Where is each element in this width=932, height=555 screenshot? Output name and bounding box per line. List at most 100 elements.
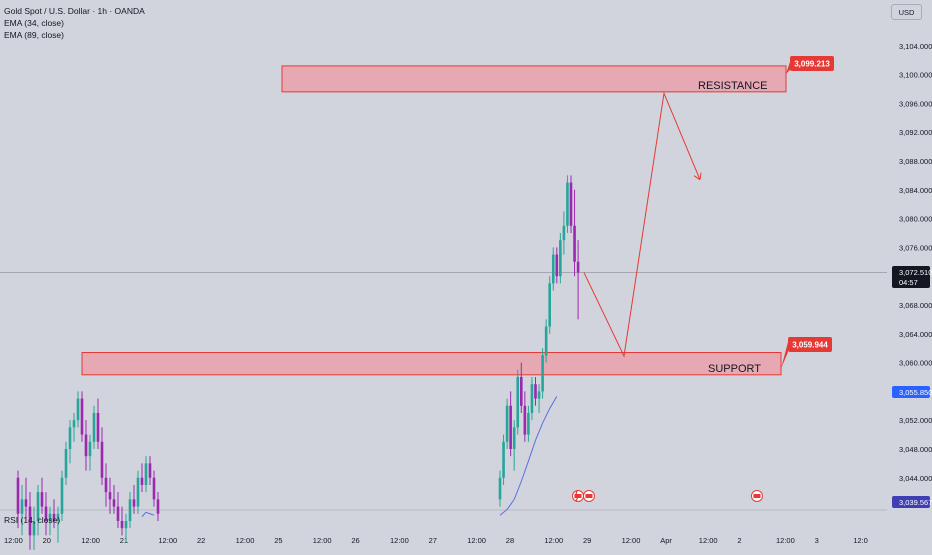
candle-body[interactable]: [80, 398, 84, 435]
y-tick-label: 3,068.000: [899, 301, 932, 310]
x-tick-label: 12:0: [853, 536, 868, 545]
candle-body[interactable]: [96, 412, 100, 442]
y-tick-label: 3,104.000: [899, 42, 932, 51]
candle-body[interactable]: [566, 182, 569, 226]
candle-body[interactable]: [56, 513, 60, 521]
candle-body[interactable]: [498, 477, 502, 500]
support-tag-pointer: [781, 342, 788, 369]
x-tick-label: 12:00: [622, 536, 641, 545]
ema-34-label[interactable]: EMA (34, close): [4, 18, 64, 28]
support-price-tag: 3,059.944: [792, 341, 828, 350]
candle-body[interactable]: [569, 182, 573, 226]
candle-body[interactable]: [128, 499, 132, 521]
rsi-label[interactable]: RSI (14, close): [4, 515, 61, 525]
symbol-title[interactable]: Gold Spot / U.S. Dollar · 1h · OANDA: [4, 6, 145, 16]
candle-body[interactable]: [534, 384, 537, 399]
candle-body[interactable]: [120, 520, 124, 529]
x-tick-label: 21: [120, 536, 128, 545]
candle-body[interactable]: [502, 441, 505, 478]
x-tick-label: 12:00: [158, 536, 177, 545]
candle-body[interactable]: [92, 412, 96, 442]
ema-89-label[interactable]: EMA (89, close): [4, 30, 64, 40]
candle-body[interactable]: [505, 405, 509, 442]
candle-body[interactable]: [527, 412, 530, 435]
candle-body[interactable]: [84, 434, 88, 457]
support-label: SUPPORT: [708, 363, 761, 375]
candle-body[interactable]: [64, 448, 68, 478]
candle-body[interactable]: [40, 492, 44, 507]
candle-body[interactable]: [562, 225, 566, 241]
candle-body[interactable]: [523, 405, 527, 435]
candle-body[interactable]: [116, 506, 120, 521]
candle-body[interactable]: [104, 477, 108, 493]
candle-body[interactable]: [88, 441, 92, 457]
candle-body[interactable]: [520, 376, 523, 406]
candle-body[interactable]: [516, 376, 520, 428]
candle-body[interactable]: [44, 506, 48, 521]
candle-body[interactable]: [48, 513, 52, 521]
y-tick-label: 3,080.000: [899, 215, 932, 224]
candle-body[interactable]: [541, 355, 544, 392]
resistance-zone[interactable]: [281, 65, 787, 93]
candle-body[interactable]: [544, 326, 548, 356]
ema-price-tag-bg: [892, 386, 930, 398]
y-tick-label: 3,100.000: [899, 71, 932, 80]
x-tick-label: 12:00: [4, 536, 23, 545]
ema-short-line[interactable]: [141, 511, 155, 517]
ema-long-price-tag: 3,039.567: [899, 498, 932, 507]
y-tick-label: 3,064.000: [899, 330, 932, 339]
y-tick-label: 3,044.000: [899, 474, 932, 483]
candle-body[interactable]: [144, 463, 148, 485]
candle-body[interactable]: [152, 477, 156, 500]
candle-body[interactable]: [72, 420, 76, 428]
candle-body[interactable]: [52, 513, 56, 521]
resistance-price-tag: 3,099.213: [794, 60, 830, 69]
ema-rising-line[interactable]: [499, 396, 558, 516]
candle-body[interactable]: [112, 499, 116, 507]
projection-path[interactable]: [583, 91, 701, 358]
x-tick-label: 20: [43, 536, 51, 545]
candle-body[interactable]: [156, 499, 160, 514]
candle-body[interactable]: [551, 254, 555, 284]
x-tick-label: 22: [197, 536, 205, 545]
candle-body[interactable]: [140, 477, 144, 485]
candle-body[interactable]: [509, 405, 512, 449]
candle-body[interactable]: [555, 254, 559, 277]
candle-body[interactable]: [76, 398, 80, 421]
candle-body[interactable]: [148, 463, 152, 478]
x-tick-label: 29: [583, 536, 591, 545]
candle-body[interactable]: [132, 499, 136, 507]
currency-selector[interactable]: USD: [891, 4, 922, 20]
candle-body[interactable]: [136, 477, 140, 507]
candle-body[interactable]: [36, 492, 40, 521]
x-tick-label: 12:00: [776, 536, 795, 545]
us-flag-icon: [753, 494, 761, 498]
current-price-tag: 3,072.510: [899, 268, 932, 277]
candle-body[interactable]: [108, 492, 112, 500]
candle-body[interactable]: [68, 427, 72, 449]
candle-body[interactable]: [573, 225, 576, 262]
resistance-label: RESISTANCE: [698, 80, 767, 92]
candle-body[interactable]: [512, 427, 516, 449]
y-tick-label: 3,060.000: [899, 359, 932, 368]
candle-body[interactable]: [548, 283, 551, 327]
candle-body[interactable]: [124, 520, 128, 529]
candle-body[interactable]: [559, 240, 562, 277]
candle-body[interactable]: [537, 391, 541, 399]
candle-body[interactable]: [28, 506, 32, 536]
support-zone[interactable]: [81, 351, 782, 376]
candle-body[interactable]: [100, 441, 104, 478]
candle-body[interactable]: [24, 499, 28, 507]
projection-arrowhead: [693, 172, 702, 181]
y-tick-label: 3,088.000: [899, 157, 932, 166]
candle-body[interactable]: [530, 384, 534, 413]
candle-body[interactable]: [20, 499, 24, 514]
candle-body[interactable]: [60, 477, 64, 514]
x-tick-label: 12:00: [390, 536, 409, 545]
candle-body[interactable]: [32, 520, 36, 536]
candle-body[interactable]: [576, 261, 580, 273]
candle-body[interactable]: [16, 477, 20, 514]
current-price-tag-bg: [892, 266, 930, 288]
